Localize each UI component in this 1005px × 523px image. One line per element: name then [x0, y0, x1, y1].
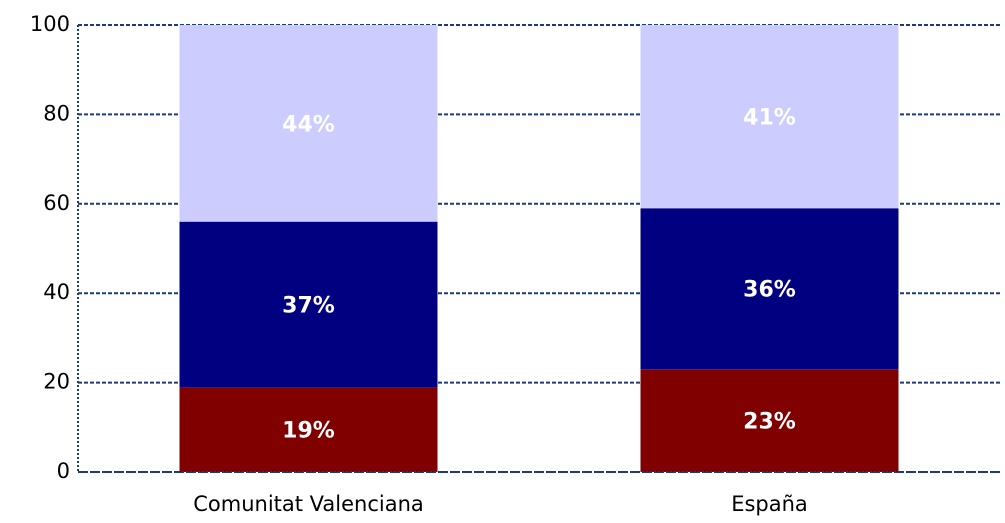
bar-segment	[179, 221, 438, 388]
y-tick-label: 100	[30, 12, 70, 36]
value-label: 23%	[743, 410, 796, 435]
y-tick-label: 80	[43, 101, 70, 125]
value-label: 37%	[282, 293, 335, 318]
x-tick-label: Comunitat Valenciana	[193, 492, 424, 516]
value-label: 19%	[282, 419, 335, 444]
y-tick-label: 60	[43, 191, 70, 215]
value-label: 41%	[743, 106, 796, 131]
bar-segment	[640, 208, 899, 370]
value-label: 44%	[282, 112, 335, 137]
bar-segment	[640, 369, 899, 472]
value-label: 36%	[743, 278, 796, 303]
bar-segment	[179, 387, 438, 472]
y-tick-label: 40	[43, 280, 70, 304]
bar-segment	[640, 25, 899, 209]
bar-segment	[179, 25, 438, 222]
x-tick-label: España	[731, 492, 808, 516]
y-tick-label: 0	[57, 459, 70, 483]
y-tick-label: 20	[43, 370, 70, 394]
